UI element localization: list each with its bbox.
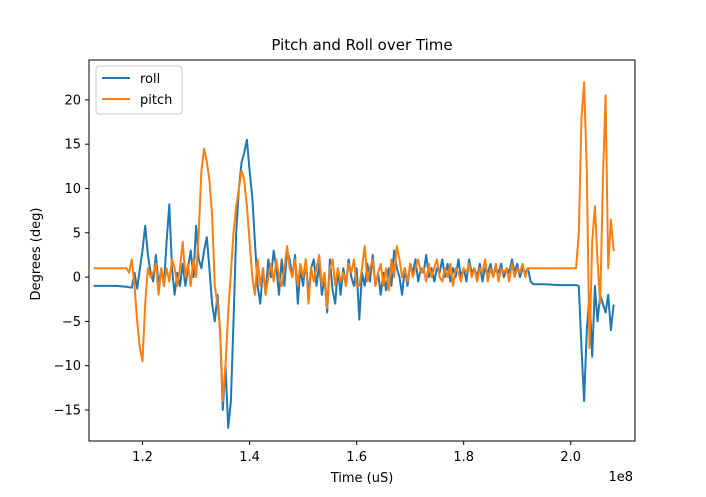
plot-frame [88,59,636,442]
y-tick-label: −10 [54,359,81,374]
y-tick-label: 5 [73,226,81,241]
chart-title: Pitch and Roll over Time [271,36,452,54]
legend-label-roll: roll [140,72,160,87]
y-axis-label: Degrees (deg) [29,208,44,301]
y-tick-label: −15 [54,403,81,418]
y-tick-label: 15 [64,138,81,153]
y-tick-label: 10 [64,182,81,197]
x-tick-label: 2.0 [560,450,581,465]
legend-label-pitch: pitch [140,93,172,108]
y-tick-label: 0 [73,271,81,286]
y-tick-label: 20 [64,93,81,108]
x-tick-label: 1.8 [453,450,474,465]
legend: roll pitch [95,65,183,115]
y-tick-label: −5 [62,315,81,330]
series-line-pitch [93,81,615,403]
x-tick-label: 1.2 [132,450,153,465]
x-tick-label: 1.4 [239,450,260,465]
plot-area: 1.2 1.4 1.6 1.8 2.0 −15 −10 −5 0 5 10 15 20 [54,59,636,465]
x-axis-label: Time (uS) [330,471,394,486]
x-tick-label: 1.6 [346,450,367,465]
x-offset-label: 1e8 [608,470,633,485]
